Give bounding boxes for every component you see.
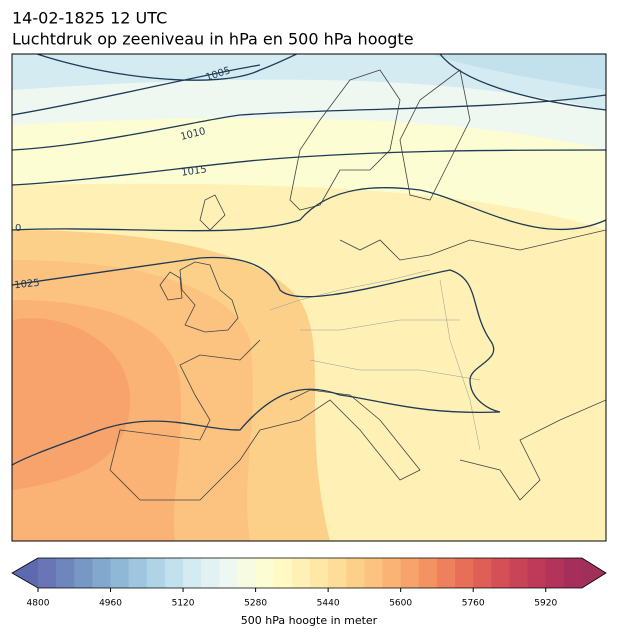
colorbar-swatch — [527, 558, 547, 588]
colorbar-tick-label: 5120 — [172, 599, 195, 609]
colorbar-swatch — [219, 558, 238, 588]
colorbar-swatch — [364, 558, 384, 588]
colorbar-tick-label: 5280 — [244, 599, 267, 609]
field-band — [12, 54, 606, 110]
colorbar: 4800 4960 5120 5280 5440 5600 5760 5920 — [11, 557, 607, 609]
isobar-label: 1025 — [14, 278, 40, 292]
colorbar-swatch — [74, 558, 93, 588]
isobar — [439, 54, 606, 111]
field-band — [12, 318, 130, 490]
colorbar-tick-label: 5920 — [534, 599, 557, 609]
colorbar-swatch — [128, 558, 148, 588]
colorbar-swatch — [346, 558, 365, 588]
colorbar-swatch — [146, 558, 166, 588]
colorbar-swatch — [563, 558, 583, 588]
isobar — [12, 64, 261, 116]
colorbar-swatch — [509, 558, 529, 588]
colorbar-extend — [582, 558, 606, 588]
colorbar-swatch — [273, 558, 293, 588]
field-band — [430, 54, 606, 90]
colorbar-extend — [12, 558, 38, 588]
colorbar-tick-label: 5440 — [317, 599, 340, 609]
isobar — [12, 256, 501, 466]
colorbar-swatch — [328, 558, 347, 588]
coastline — [159, 271, 183, 301]
colorbar-swatch — [491, 558, 510, 588]
isobar — [12, 94, 606, 151]
isobar — [12, 187, 606, 232]
colorbar-swatch — [183, 558, 202, 588]
colorbar-swatch — [382, 558, 402, 588]
subtitle: Luchtdruk op zeeniveau in hPa en 500 hPa… — [12, 30, 414, 49]
colorbar-swatch — [545, 558, 565, 588]
colorbar-swatch — [110, 558, 130, 588]
map: 1005 1010 1015 0 1025 — [12, 54, 606, 541]
colorbar-swatch — [56, 558, 75, 588]
title: 14-02-1825 12 UTC — [12, 9, 167, 28]
coastline — [179, 261, 239, 333]
map-frame — [11, 53, 607, 542]
colorbar-swatch — [164, 558, 184, 588]
colorbar-swatch — [400, 558, 420, 588]
isobar — [12, 149, 606, 186]
isobar — [35, 54, 299, 81]
colorbar-swatch — [418, 558, 438, 588]
isobar-label: 1015 — [181, 164, 208, 178]
colorbar-swatch — [237, 558, 257, 588]
coastline — [399, 69, 471, 201]
colorbar-label: 500 hPa hoogte in meter — [241, 614, 378, 627]
coastline — [459, 399, 606, 501]
colorbar-tick-label: 4800 — [27, 599, 50, 609]
colorbar-swatch — [92, 558, 112, 588]
colorbar-swatch — [473, 558, 492, 588]
colorbar-swatch — [310, 558, 329, 588]
isobar-label: 0 — [15, 223, 21, 234]
coastline — [109, 339, 421, 501]
colorbar-tick-label: 5600 — [389, 599, 412, 609]
colorbar-swatch — [436, 558, 456, 588]
colorbar-swatch — [255, 558, 275, 588]
country-border — [269, 269, 481, 451]
colorbar-tick-label: 4960 — [99, 599, 122, 609]
coastline — [199, 194, 226, 231]
coastline — [339, 229, 606, 261]
colorbar-swatch — [201, 558, 220, 588]
colorbar-frame — [11, 557, 607, 589]
colorbar-swatch — [455, 558, 474, 588]
colorbar-swatch — [38, 558, 57, 588]
colorbar-swatch — [291, 558, 311, 588]
colorbar-tick-label: 5760 — [462, 599, 485, 609]
